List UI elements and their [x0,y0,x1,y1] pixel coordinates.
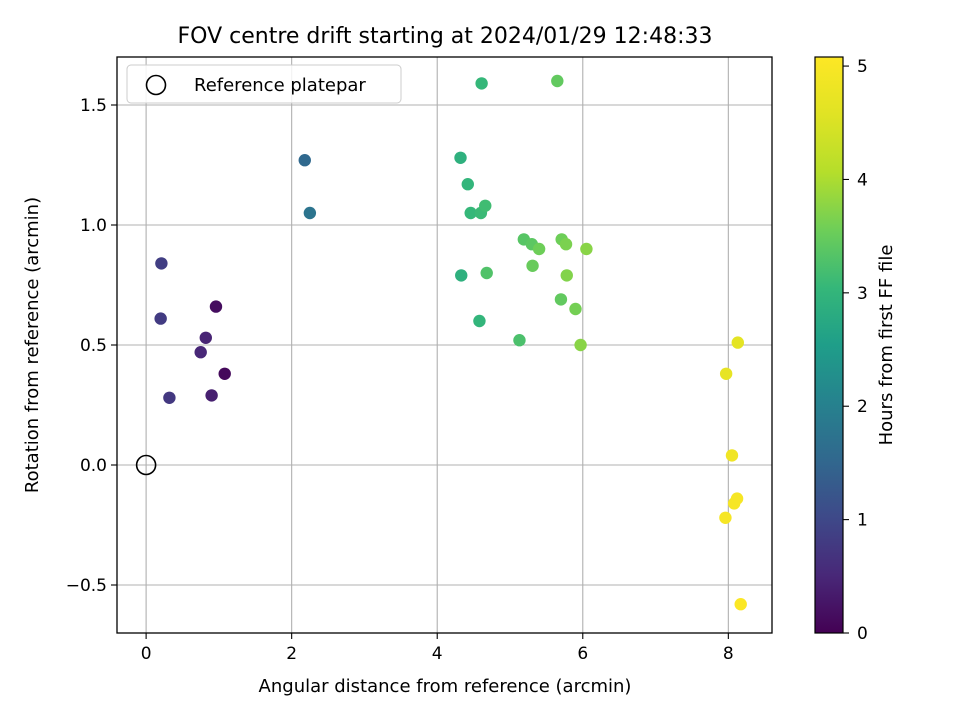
colorbar-tick-label: 4 [857,170,868,190]
y-tick-label: 0.0 [80,456,107,476]
y-axis-label: Rotation from reference (arcmin) [22,197,43,493]
data-point [199,331,212,344]
data-point [480,266,493,280]
colorbar-tick-label: 3 [857,284,868,304]
reference-platepar-marker [135,454,157,476]
reference-marker-group [135,454,157,476]
x-axis-label: Angular distance from reference (arcmin) [259,676,632,697]
grid [117,57,772,633]
data-point [455,269,468,282]
data-point [551,74,564,88]
y-tick-label: 1.5 [80,96,107,116]
data-point [734,598,747,611]
data-point [194,346,207,359]
data-point [155,257,168,270]
colorbar-tick-label: 2 [857,397,868,417]
data-point [719,367,733,380]
data-point [473,314,486,328]
x-axis-ticks: 0 2 4 6 8 [141,633,734,664]
data-point [154,312,167,325]
x-tick-label: 2 [286,644,297,664]
x-tick-label: 6 [577,644,588,664]
data-point [461,178,474,191]
colorbar-tick-label: 0 [857,624,868,644]
plot-area: 0 2 4 6 8 −0.5 0.0 0.5 1.0 1.5 [66,56,773,664]
data-point [580,242,593,256]
data-point [475,77,488,90]
data-point [218,367,231,380]
colorbar: 0 1 2 3 4 5 Hours from first FF file [814,56,897,644]
data-point [731,336,744,349]
data-point [719,511,732,524]
x-tick-label: 0 [141,644,152,664]
x-tick-label: 4 [432,644,443,664]
scatter-points [154,74,747,611]
data-point [554,293,568,306]
data-point [209,300,223,313]
data-point [532,242,546,256]
data-point [560,269,573,282]
y-axis-ticks: −0.5 0.0 0.5 1.0 1.5 [66,96,117,596]
data-point [298,154,311,167]
legend: Reference platepar [126,64,402,104]
legend-label: Reference platepar [194,75,366,96]
data-point [464,206,477,220]
colorbar-tick-label: 5 [857,57,868,77]
y-tick-label: −0.5 [66,576,107,596]
data-point [526,259,539,272]
data-point [574,338,587,352]
colorbar-gradient [814,56,844,634]
data-point [725,449,739,462]
legend-box [126,64,402,104]
data-point [479,199,492,212]
data-point [569,302,582,316]
data-point [163,391,176,404]
data-point [303,206,317,220]
y-tick-label: 1.0 [80,216,107,236]
legend-reference-marker [145,74,167,96]
colorbar-ticks: 0 1 2 3 4 5 [843,57,868,644]
colorbar-label: Hours from first FF file [876,245,897,446]
data-point [513,334,526,347]
data-point [559,238,573,251]
y-tick-label: 0.5 [80,336,107,356]
data-point [730,492,744,505]
data-point [205,389,218,402]
colorbar-tick-label: 1 [857,511,868,531]
data-point [454,151,467,164]
x-tick-label: 8 [723,644,734,664]
chart-title: FOV centre drift starting at 2024/01/29 … [178,24,713,49]
